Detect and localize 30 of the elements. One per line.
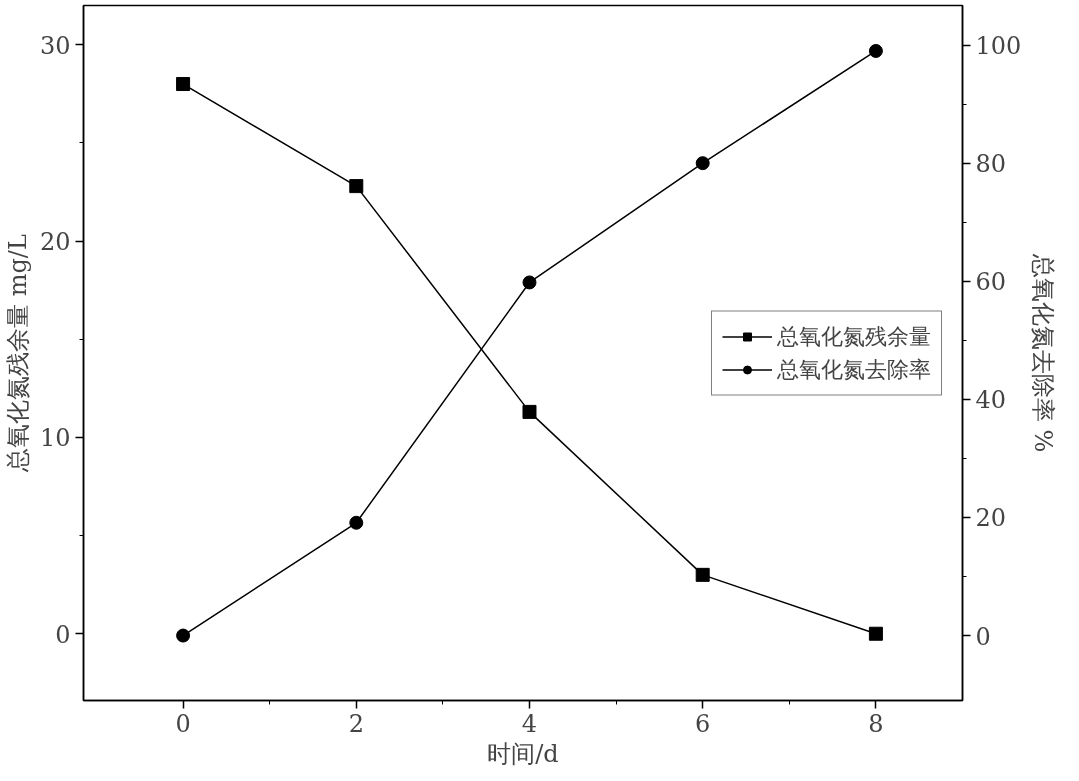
x-tick-label: 0	[175, 709, 191, 738]
point	[868, 43, 883, 58]
y-tick-label: 10	[39, 424, 71, 453]
y2-tick-label: 60	[975, 268, 1007, 297]
x-tick-label: 8	[868, 709, 884, 738]
y2-tick-label: 20	[975, 504, 1007, 533]
point	[522, 275, 537, 290]
x-tick-label: 6	[695, 709, 711, 738]
x-tick-label: 2	[348, 709, 364, 738]
y-tick-label: 0	[55, 620, 71, 649]
point	[868, 626, 883, 641]
point	[522, 404, 537, 419]
x-tick-label: 4	[521, 709, 538, 738]
y-axis-title: 总氧化氮残余量 mg/L	[3, 234, 32, 473]
y2-axis-title: 总氧化氮去除率 %	[1029, 252, 1058, 453]
point	[176, 77, 191, 92]
y2-tick-label: 0	[975, 622, 991, 651]
point	[349, 179, 364, 194]
legend-label: 总氧化氮去除率	[777, 355, 931, 383]
point	[695, 567, 710, 582]
y2-tick-label: 100	[975, 32, 1022, 61]
legend-label: 总氧化氮残余量	[777, 322, 931, 350]
y2-tick-label: 40	[975, 386, 1007, 415]
point	[695, 156, 710, 171]
point	[349, 515, 364, 530]
y-tick-label: 30	[39, 31, 71, 60]
y2-tick-label: 80	[975, 150, 1007, 179]
point	[176, 628, 191, 643]
x-axis-title: 时间/d	[487, 739, 559, 768]
y-tick-label: 20	[39, 228, 71, 257]
